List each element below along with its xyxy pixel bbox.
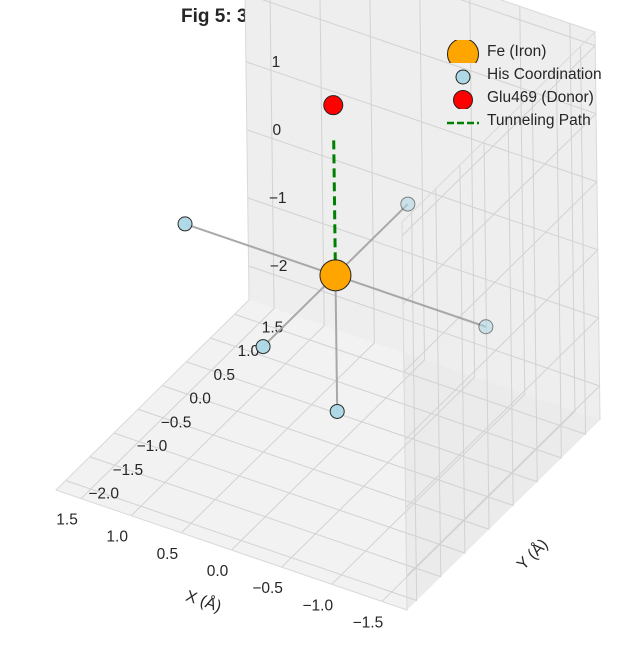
legend-item-fe: Fe (Iron) [436, 40, 626, 63]
legend-marker-path [447, 121, 479, 125]
his-point-2 [255, 339, 271, 355]
grid-line-x-4 [181, 0, 375, 534]
legend-marker-glu [453, 90, 473, 109]
y-tick-label: 0.0 [189, 391, 211, 408]
his-point-4 [329, 403, 345, 419]
grid-line-x-0 [381, 23, 576, 602]
grid-line-y-6 [210, 69, 562, 459]
grid-line-y-4 [161, 117, 514, 507]
pane-edge-corner [594, 31, 601, 421]
x-axis-label: X (Å) [183, 586, 224, 616]
axis-edges [55, 0, 601, 611]
data-points [177, 95, 494, 419]
legend-label-glu: Glu469 (Donor) [487, 89, 594, 106]
glu-point [323, 95, 344, 116]
y-tick-label: 1.0 [238, 343, 260, 360]
bond-line-0 [335, 274, 487, 328]
x-tick-label: 0.5 [157, 546, 179, 563]
grid-lines [65, 0, 601, 602]
z-tick-label: 0 [272, 122, 281, 139]
his-point-1 [177, 216, 193, 232]
tick-labels: −1.5−1.0−0.50.00.51.01.5−2.0−1.5−1.0−0.5… [56, 0, 383, 631]
bond-line-4 [334, 275, 339, 412]
legend-item-glu: Glu469 (Donor) [436, 86, 626, 109]
y-tick-label: −1.5 [112, 462, 143, 479]
legend-label-path: Tunneling Path [487, 112, 591, 129]
x-tick-label: −0.5 [252, 580, 283, 597]
legend-item-his: His Coordination [436, 63, 626, 86]
bond-line-2 [262, 274, 337, 348]
z-tick-label: 1 [272, 54, 281, 71]
bond-lines [184, 203, 487, 412]
legend-label-his: His Coordination [487, 66, 602, 83]
y-axis-label: Y (Å) [513, 535, 552, 574]
tunneling-path-segment [332, 139, 337, 276]
x-tick-label: 0.0 [207, 563, 229, 580]
y-tick-label: 1.5 [262, 319, 284, 336]
z-tick-label: −2 [270, 258, 288, 275]
x-tick-label: 1.5 [56, 512, 78, 529]
grid-line-x-3 [231, 0, 426, 551]
x-tick-label: 1.0 [106, 529, 128, 546]
grid-line-y-3 [137, 141, 490, 530]
legend-item-path: Tunneling Path [436, 109, 626, 132]
grid-line-y-5 [186, 93, 538, 483]
his-point-3 [400, 196, 416, 212]
legend: Fe (Iron) His Coordination Glu469 (Donor… [436, 40, 626, 132]
grid-line-x-6 [80, 0, 275, 499]
grid-line-y-1 [89, 188, 442, 578]
y-tick-label: −2.0 [88, 486, 119, 503]
grid-line-y-7 [234, 46, 587, 435]
grid-line-x-2 [281, 0, 476, 568]
legend-label-fe: Fe (Iron) [487, 43, 547, 60]
x-tick-label: −1.5 [353, 614, 384, 631]
grid-line-x-5 [130, 0, 325, 517]
y-tick-label: 0.5 [213, 367, 235, 384]
z-tick-label: 2 [271, 0, 280, 3]
y-tick-label: −1.0 [137, 438, 168, 455]
x-tick-label: −1.0 [302, 597, 333, 614]
z-tick-label: −1 [269, 190, 287, 207]
grid-line-x-1 [331, 6, 526, 585]
bond-line-3 [334, 203, 409, 277]
legend-marker-fe [447, 40, 479, 63]
y-tick-label: −0.5 [161, 414, 192, 431]
bond-line-1 [184, 222, 336, 277]
tunneling-path-line [332, 139, 337, 276]
his-point-0 [478, 319, 494, 335]
fe-point [319, 259, 352, 292]
legend-marker-his [455, 69, 471, 85]
grid-line-y-2 [113, 164, 466, 554]
pane-edge-outline [55, 0, 408, 611]
grid-line-y-0 [65, 212, 418, 602]
